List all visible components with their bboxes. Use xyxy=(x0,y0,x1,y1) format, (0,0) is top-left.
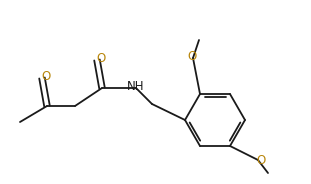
Text: O: O xyxy=(41,70,51,82)
Text: O: O xyxy=(96,52,106,65)
Text: O: O xyxy=(187,50,197,63)
Text: NH: NH xyxy=(127,81,145,93)
Text: O: O xyxy=(256,155,266,167)
